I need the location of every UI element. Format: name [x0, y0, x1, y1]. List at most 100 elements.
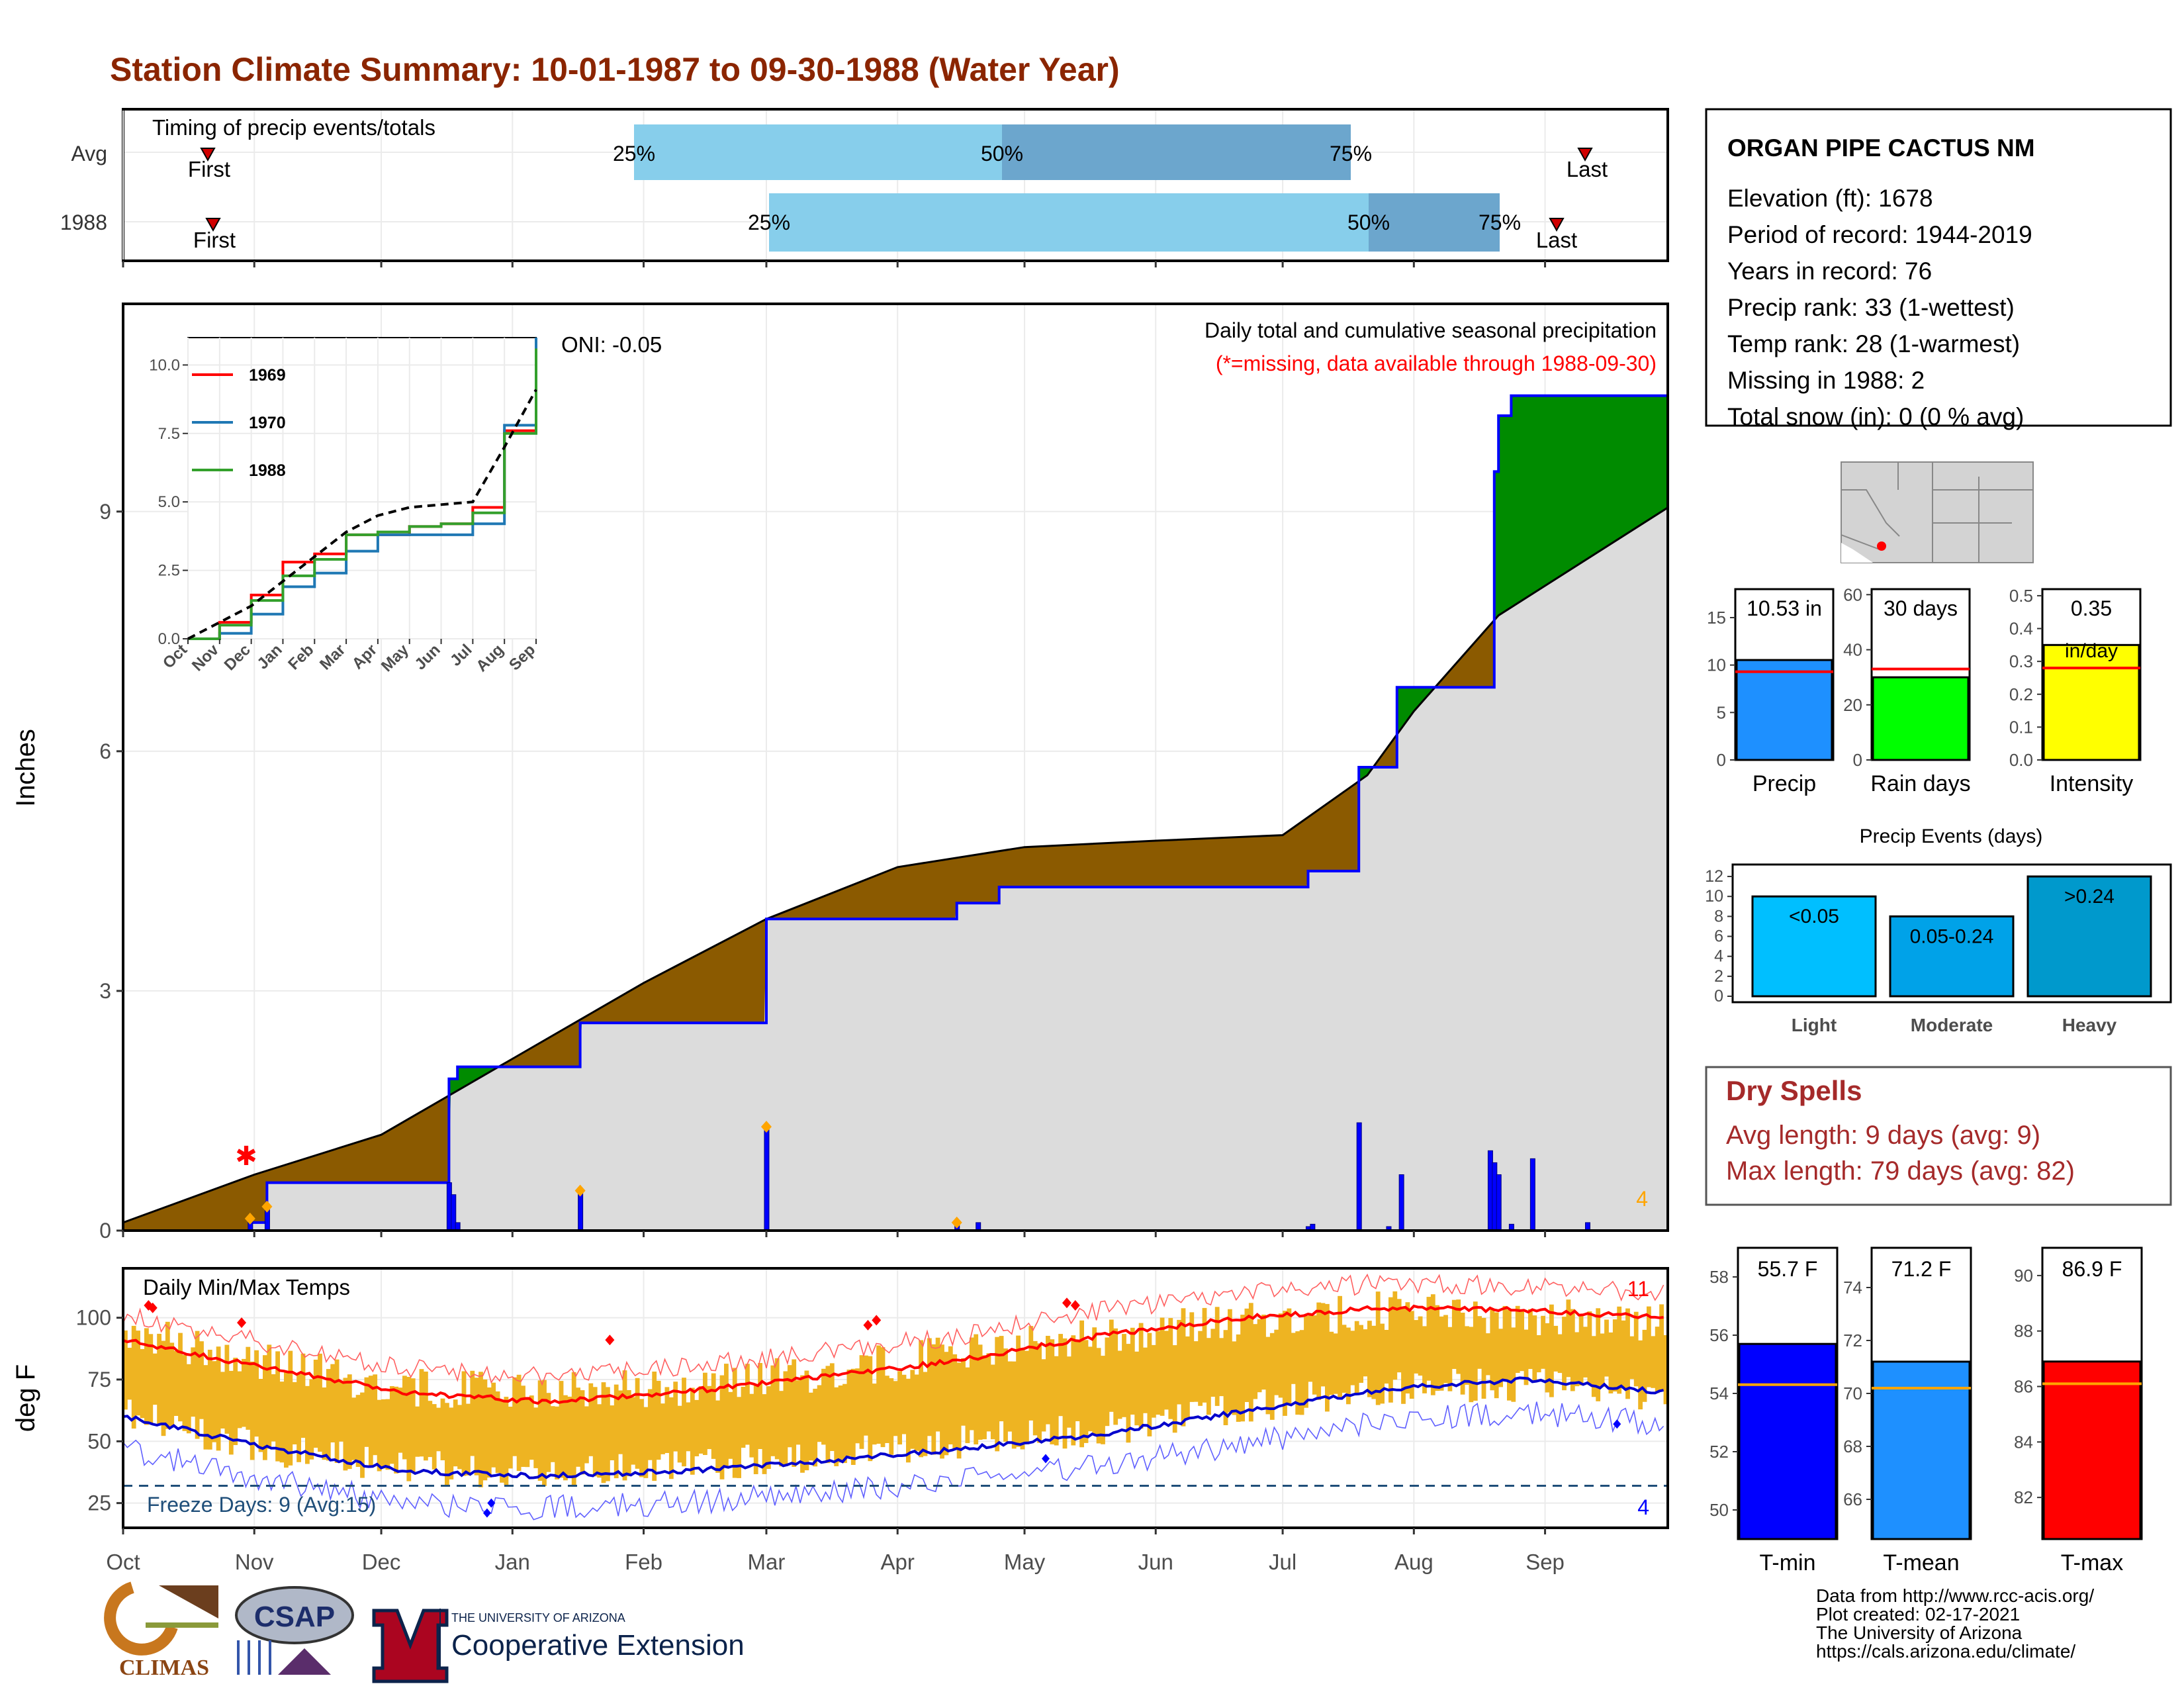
average-max-line: [122, 1304, 1664, 1405]
daily-temp-bar: [1244, 1308, 1250, 1402]
daily-temp-bar: [986, 1353, 991, 1432]
daily-temp-bar: [1647, 1306, 1651, 1387]
daily-temp-bar: [1583, 1327, 1588, 1378]
average-cumulative-line: [122, 506, 1668, 1224]
daily-temp-bar: [834, 1387, 839, 1466]
month-axis-label: Jul: [1269, 1550, 1297, 1574]
daily-temp-bar: [1528, 1309, 1533, 1370]
summary-bar-label: Intensity: [2050, 771, 2134, 796]
daily-temp-bar: [576, 1387, 580, 1467]
daily-temp-bar: [1392, 1291, 1398, 1380]
daily-temp-bar: [1511, 1327, 1516, 1402]
daily-temp-bar: [825, 1366, 831, 1464]
temp-y-tick-label: 25: [87, 1491, 111, 1515]
daily-temp-bar: [1143, 1347, 1148, 1413]
daily-temp-bar: [152, 1353, 158, 1405]
daily-temp-bar: [470, 1370, 475, 1456]
daily-temp-bar: [1283, 1311, 1287, 1416]
cumulative-1988-line: [123, 389, 1669, 1232]
daily-temp-bar: [1092, 1327, 1097, 1436]
daily-temp-bar: [1096, 1348, 1101, 1444]
daily-temp-bar: [1236, 1334, 1241, 1422]
daily-temp-bar: [1642, 1329, 1647, 1402]
daily-temp-bar: [622, 1370, 627, 1481]
daily-temp-bar: [1041, 1359, 1046, 1432]
daily-temp-bar: [474, 1378, 479, 1476]
daily-temp-bar: [783, 1371, 788, 1467]
daily-temp-bar: [140, 1348, 145, 1419]
daily-temp-bar: [758, 1363, 762, 1449]
temp-panel-title: Daily Min/Max Temps: [143, 1275, 350, 1299]
daily-temp-bar: [440, 1398, 445, 1460]
daily-temp-bar: [1342, 1325, 1347, 1393]
daily-temp-bar: [1346, 1327, 1351, 1405]
precip-y-tick-label: 9: [99, 500, 111, 524]
summary-bar-tick: 60: [1843, 585, 1862, 604]
month-axis-label: Jan: [495, 1550, 530, 1574]
summary-bar-tick: 0.5: [2009, 586, 2033, 606]
1988-last-label: Last: [1536, 228, 1577, 252]
timing-panel: Timing of precip events/totals Avg 1988 …: [60, 108, 1669, 262]
daily-temp-bar: [355, 1395, 361, 1467]
daily-temp-bar: [309, 1379, 314, 1460]
daily-temp-bar: [842, 1383, 847, 1464]
inset-legend-label: 1970: [249, 414, 286, 432]
daily-temp-bar: [1020, 1349, 1025, 1450]
daily-temp-bar: [652, 1372, 657, 1481]
summary-bar-tick: 20: [1843, 695, 1862, 715]
daily-temp-bar: [1138, 1323, 1144, 1429]
precip-y-tick-label: 6: [99, 739, 111, 763]
events-y-tick-label: 0: [1714, 987, 1723, 1006]
daily-precip-bar: [764, 1126, 770, 1231]
daily-temp-bar: [482, 1379, 488, 1481]
daily-temp-bar: [719, 1375, 725, 1479]
record-low-marker: [487, 1498, 496, 1508]
events-category-label: Light: [1792, 1015, 1837, 1035]
temp-summary-bar-0: [1738, 1342, 1837, 1540]
daily-temp-bar: [398, 1387, 403, 1453]
daily-temp-bar: [504, 1397, 509, 1485]
daily-temp-bar: [770, 1365, 776, 1456]
daily-temp-bar: [453, 1399, 458, 1467]
daily-temp-bar: [389, 1386, 394, 1464]
summary-bar-2: [2042, 643, 2140, 761]
daily-temp-bar: [1193, 1341, 1199, 1402]
daily-temp-bar: [1316, 1302, 1322, 1400]
summary-bar-tick: 0.3: [2009, 651, 2033, 671]
inset-legend-label: 1969: [249, 366, 286, 385]
record-high-marker: [1062, 1297, 1071, 1309]
daily-temp-bar: [131, 1325, 136, 1429]
daily-temp-bar: [246, 1346, 251, 1430]
daily-temp-bar: [1109, 1319, 1114, 1412]
daily-temp-bar: [512, 1377, 518, 1456]
month-axis-label: Aug: [1394, 1550, 1433, 1574]
inset-series-avg: [187, 389, 537, 640]
summary-bar-tick: 0.4: [2009, 619, 2033, 639]
daily-temp-bar: [753, 1385, 758, 1474]
daily-temp-bar: [1520, 1311, 1524, 1372]
daily-temp-bar: [555, 1406, 559, 1479]
daily-temp-bar: [707, 1385, 712, 1450]
daily-temp-bar: [686, 1402, 691, 1452]
station-info-line: Precip rank: 33 (1-wettest): [1727, 294, 2015, 321]
daily-temp-bar: [1401, 1307, 1406, 1404]
temp-summary-value: 71.2 F: [1891, 1257, 1952, 1281]
daily-temp-bar: [567, 1396, 572, 1476]
temp-y-axis-title: deg F: [11, 1364, 40, 1432]
daily-temp-bar: [664, 1387, 670, 1453]
daily-temp-bar: [279, 1382, 285, 1463]
daily-temp-bar: [495, 1391, 500, 1474]
daily-temp-bar: [779, 1391, 784, 1467]
daily-temp-bar: [1574, 1332, 1580, 1387]
inset-legend-label: 1988: [249, 461, 286, 480]
precip-legend-title: Daily total and cumulative seasonal prec…: [1205, 318, 1657, 342]
daily-temp-bar: [242, 1358, 246, 1427]
daily-temp-bar: [1536, 1335, 1541, 1373]
daily-temp-bar: [1473, 1301, 1478, 1401]
daily-temp-bar: [508, 1407, 513, 1469]
daily-temp-bar: [1037, 1343, 1042, 1443]
record-high-marker: [872, 1315, 882, 1326]
daily-temp-bar: [1219, 1338, 1224, 1397]
daily-temp-bar: [864, 1355, 868, 1436]
